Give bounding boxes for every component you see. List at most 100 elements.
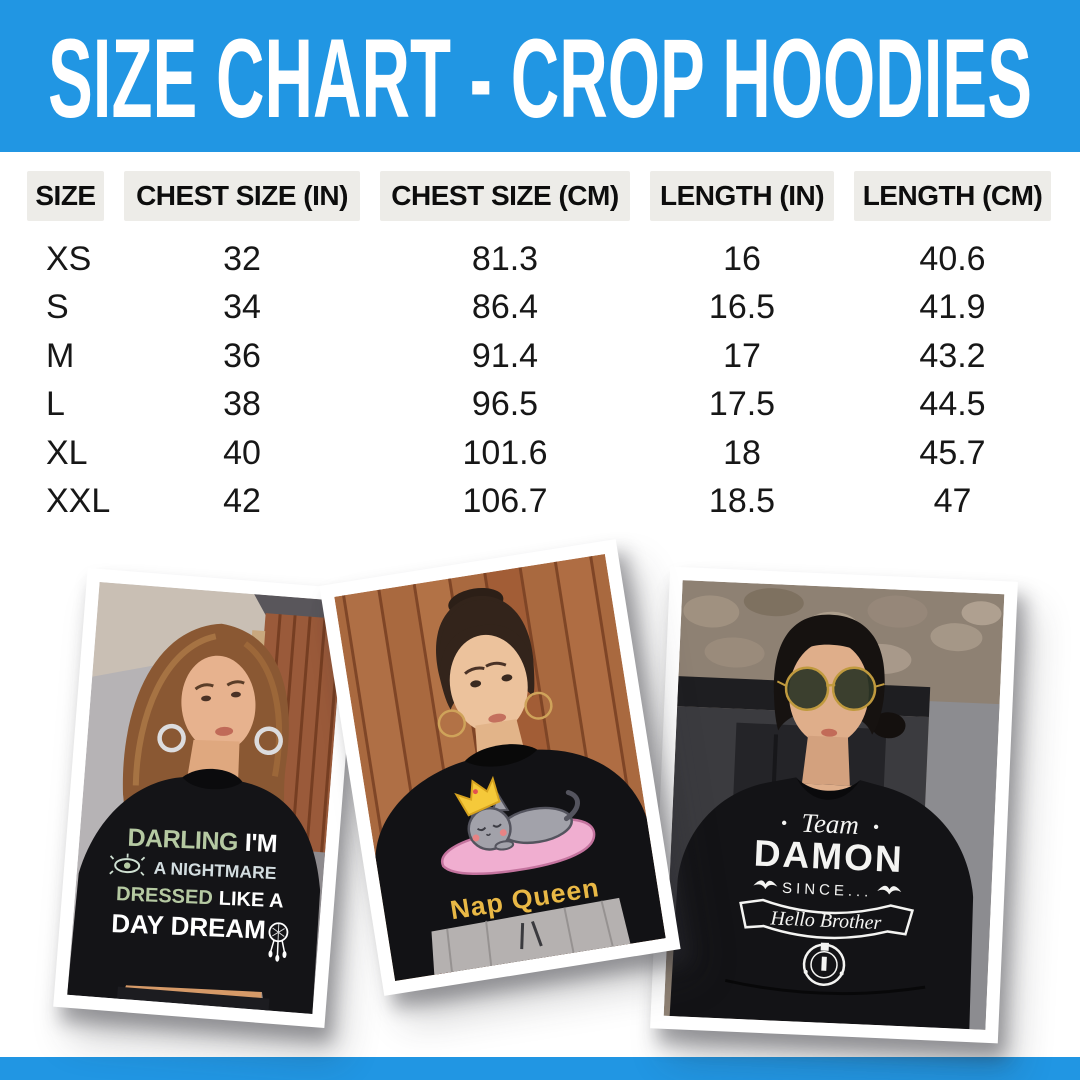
cell-size: XS (46, 239, 92, 278)
cell-length-in: 18.5 (708, 482, 776, 521)
hood-collar (464, 744, 538, 767)
hoop-earring-right (524, 691, 553, 720)
table-row-xxl: XXL 42 106.7 18.5 47 (27, 478, 1051, 527)
cell-length-in: 16 (723, 239, 761, 278)
ring-crest-icon (802, 942, 846, 986)
pants (116, 986, 270, 1011)
black-crop-hoodie (669, 777, 974, 1030)
design3-team: Team (801, 808, 860, 840)
table-row-m: M 36 91.4 17 43.2 (27, 332, 1051, 381)
hood-collar (182, 768, 243, 790)
cell-size: L (46, 385, 65, 424)
table-row-s: S 34 86.4 16.5 41.9 (27, 284, 1051, 333)
cell-size: XXL (46, 482, 111, 521)
cell-chest-cm: 86.4 (471, 288, 539, 327)
cell-chest-in: 36 (223, 336, 261, 375)
table-row-xs: XS 32 81.3 16 40.6 (27, 235, 1051, 284)
design3-damon: DAMON (753, 833, 904, 880)
crown-icon (454, 775, 501, 817)
round-sunglasses (776, 666, 885, 712)
column-header-length-in: LENGTH (IN) (650, 171, 834, 221)
hair-bun (871, 712, 906, 739)
drawstring (520, 923, 525, 950)
daydream-design: DARLING I'M A NIGHTMARE DRESSED LIKE A DAY… (109, 824, 289, 962)
hoop-earring-right (254, 726, 283, 755)
cell-chest-cm: 96.5 (471, 385, 539, 424)
design1-darling: DARLING (127, 824, 239, 857)
model-illustration (67, 623, 321, 1015)
drawstring (531, 920, 543, 947)
design1-likea: LIKE A (218, 888, 284, 913)
cell-chest-cm: 91.4 (471, 336, 539, 375)
cell-size: XL (46, 433, 88, 472)
cat-tail (563, 790, 580, 822)
cell-length-cm: 44.5 (919, 385, 986, 424)
model-illustration (669, 614, 974, 1030)
page-title: SIZE CHART - CROP HOODIES (48, 16, 1032, 141)
cell-chest-in: 40 (223, 433, 261, 472)
cell-length-in: 17.5 (708, 385, 776, 424)
crow-icon-left (753, 880, 778, 890)
cell-length-cm: 45.7 (919, 433, 986, 472)
lips (215, 726, 234, 736)
sleeping-cat-illustration (467, 790, 580, 851)
cell-chest-in: 42 (223, 482, 261, 521)
column-header-length-cm: LENGTH (CM) (854, 171, 1051, 221)
gray-sweatpants (431, 897, 631, 975)
footer-accent-bar (0, 1057, 1080, 1080)
crow-icon-right (877, 885, 902, 895)
design3-since: SINCE... (782, 880, 873, 901)
lips (488, 713, 507, 723)
photo-nap-queen-hoodie: Nap Queen (319, 539, 681, 996)
cell-chest-in: 32 (223, 239, 261, 278)
hello-brother-banner: Hello Brother (739, 898, 915, 940)
header-banner: SIZE CHART - CROP HOODIES (0, 0, 1080, 152)
team-damon-design: Team DAMON SINCE... Hello Brother (739, 808, 915, 986)
cell-length-cm: 43.2 (919, 336, 986, 375)
design1-im: I'M (244, 829, 277, 858)
design1-dressed: DRESSED (116, 883, 214, 909)
cell-chest-cm: 101.6 (462, 433, 548, 472)
cell-chest-cm: 81.3 (471, 239, 539, 278)
hoop-earring-left (437, 709, 466, 738)
photo2-scene: Nap Queen (334, 553, 666, 982)
column-header-size: SIZE (27, 171, 104, 221)
photo-darling-daydream-hoodie: DARLING I'M A NIGHTMARE DRESSED LIKE A DAY… (53, 568, 359, 1028)
face (181, 655, 256, 752)
cell-length-cm: 40.6 (919, 239, 986, 278)
header-title-svg: SIZE CHART - CROP HOODIES (48, 16, 1032, 141)
size-table: SIZE CHEST SIZE (IN) CHEST SIZE (CM) LEN… (27, 171, 1051, 526)
photo-team-damon-hoodie: Team DAMON SINCE... Hello Brother (650, 566, 1018, 1044)
lips (821, 728, 838, 737)
cell-chest-cm: 106.7 (462, 482, 548, 521)
cell-length-cm: 47 (933, 482, 972, 521)
face (449, 634, 528, 733)
column-header-chest-cm: CHEST SIZE (CM) (380, 171, 630, 221)
cell-size: M (46, 336, 75, 375)
design1-daydream: DAY DREAM (111, 908, 267, 945)
black-crop-hoodie (67, 777, 321, 1015)
cell-length-cm: 41.9 (919, 288, 986, 327)
column-header-chest-in: CHEST SIZE (IN) (124, 171, 360, 221)
neck (801, 735, 850, 786)
table-row-l: L 38 96.5 17.5 44.5 (27, 381, 1051, 430)
cell-chest-in: 38 (223, 385, 261, 424)
cell-chest-in: 34 (223, 288, 261, 327)
size-table-header-row: SIZE CHEST SIZE (IN) CHEST SIZE (CM) LEN… (27, 171, 1051, 221)
cell-length-in: 18 (723, 433, 761, 472)
photo3-scene: Team DAMON SINCE... Hello Brother (663, 580, 1005, 1030)
cell-size: S (46, 288, 69, 327)
hoodie-hem (724, 978, 926, 996)
photo1-scene: DARLING I'M A NIGHTMARE DRESSED LIKE A DAY… (67, 581, 345, 1015)
nap-queen-design: Nap Queen (441, 775, 601, 925)
cell-length-in: 17 (723, 336, 761, 375)
hoop-earring-left (157, 723, 186, 753)
table-row-xl: XL 40 101.6 18 45.7 (27, 429, 1051, 478)
evil-eye-icon (109, 853, 146, 876)
hood-collar (796, 777, 861, 800)
size-table-body: XS 32 81.3 16 40.6 S 34 86.4 16.5 41.9 M… (27, 235, 1051, 526)
dreamcatcher-icon (268, 922, 289, 962)
cell-length-in: 16.5 (708, 288, 776, 327)
